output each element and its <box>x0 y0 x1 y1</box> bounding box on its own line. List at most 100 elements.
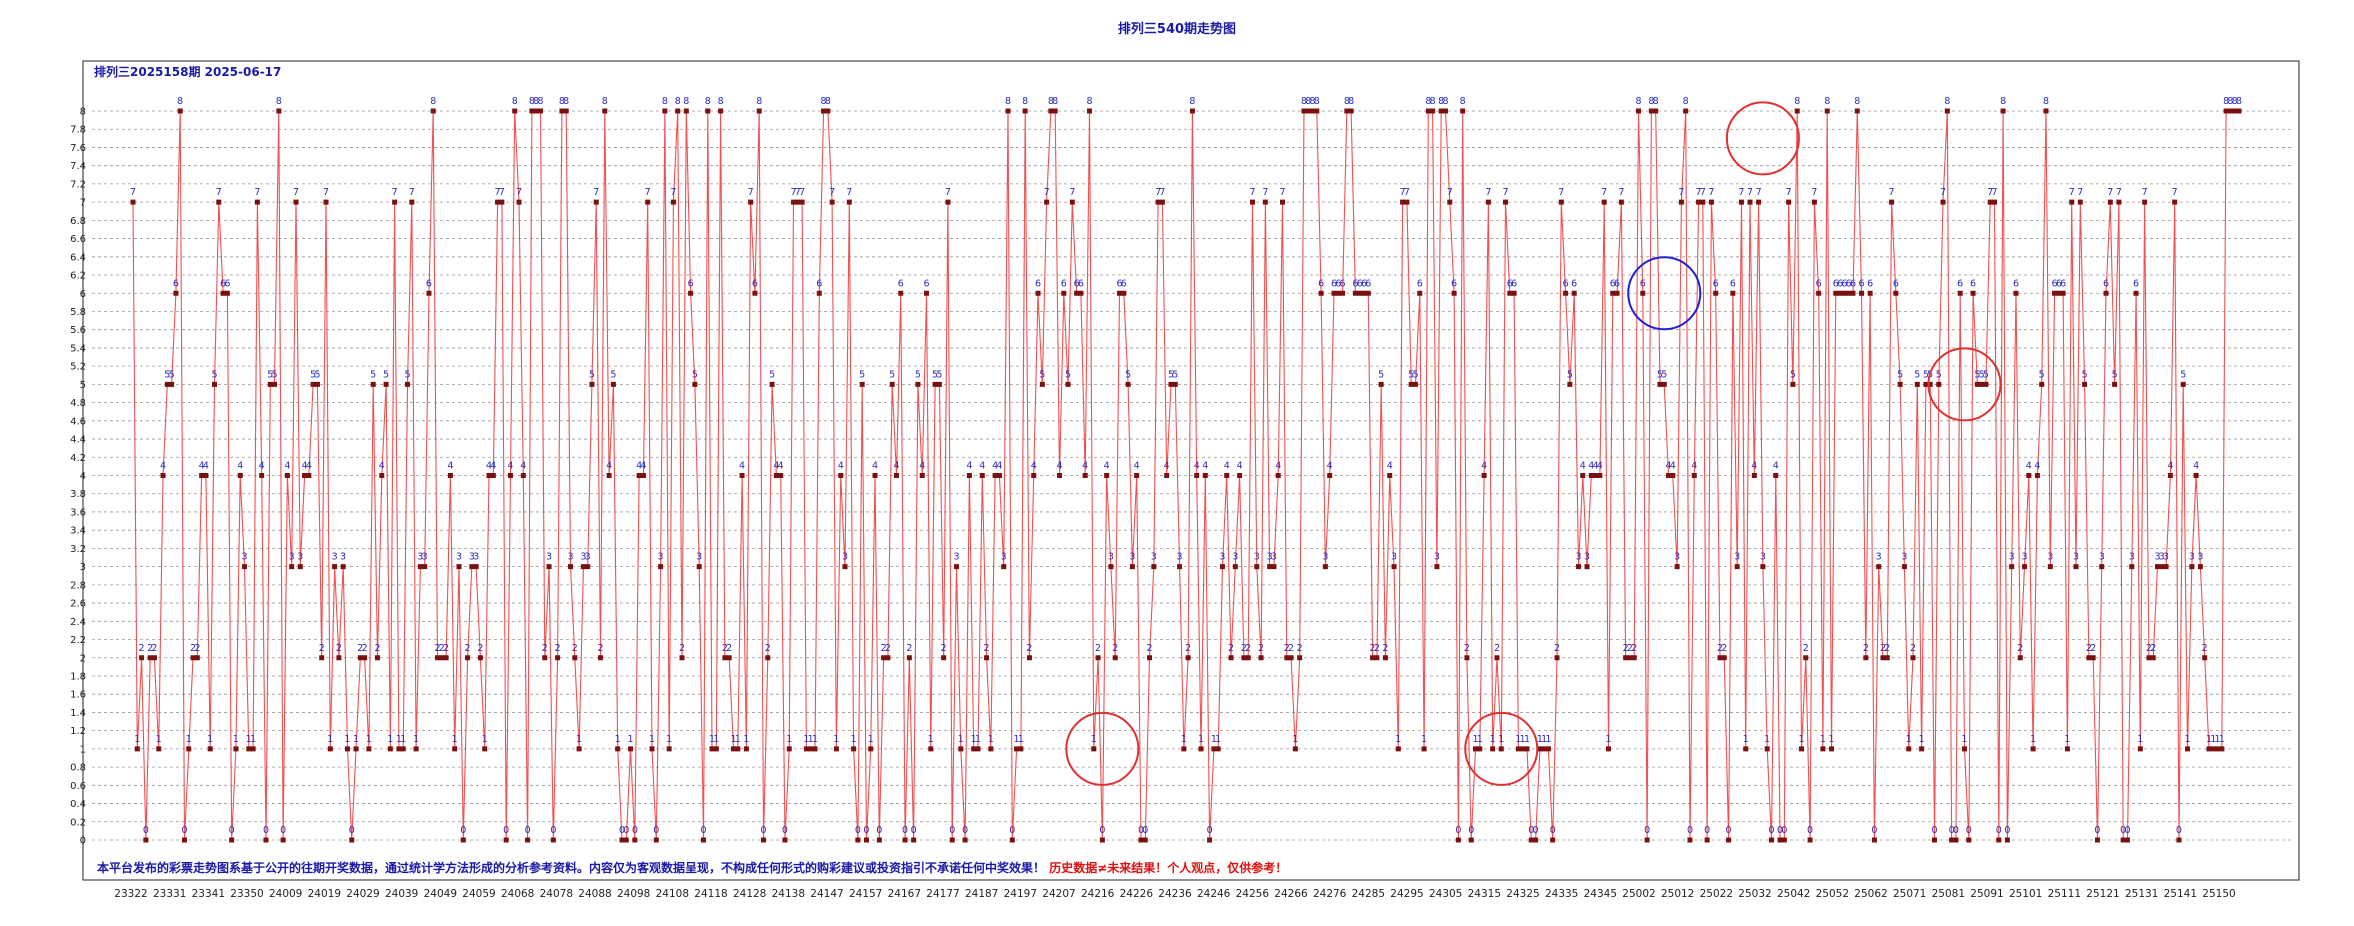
data-label: 3 <box>1129 552 1135 563</box>
data-label: 2 <box>765 643 771 654</box>
data-point <box>353 746 359 752</box>
data-point <box>1545 746 1551 752</box>
data-point <box>422 564 428 570</box>
data-label: 3 <box>954 552 960 563</box>
data-point <box>199 473 205 478</box>
data-label: 6 <box>2060 278 2066 289</box>
data-point <box>1704 837 1710 843</box>
data-point <box>1756 199 1762 205</box>
data-label: 6 <box>1713 278 1719 289</box>
y-tick-label: 1.4 <box>70 708 86 719</box>
data-label: 0 <box>855 825 861 836</box>
data-label: 5 <box>936 369 942 380</box>
y-tick-label: 7.2 <box>70 179 86 190</box>
data-label: 4 <box>739 461 745 472</box>
data-point <box>979 473 985 478</box>
data-label: 6 <box>2013 278 2019 289</box>
data-label: 1 <box>156 734 162 745</box>
x-tick-label: 24118 <box>694 888 727 900</box>
data-point <box>379 473 385 478</box>
data-label: 1 <box>2137 734 2143 745</box>
data-label: 2 <box>598 643 604 654</box>
data-point <box>2017 655 2023 661</box>
data-point <box>1593 473 1599 478</box>
data-point <box>1069 199 1075 205</box>
data-point <box>194 655 200 661</box>
data-point <box>1189 108 1195 114</box>
data-label: 2 <box>1112 643 1118 654</box>
data-point <box>469 564 475 570</box>
data-label: 1 <box>958 734 964 745</box>
data-label: 3 <box>2022 552 2028 563</box>
data-point <box>314 381 320 387</box>
data-point <box>2124 837 2130 843</box>
data-label: 2 <box>2090 643 2096 654</box>
data-label: 1 <box>1537 734 1543 745</box>
data-point <box>1498 746 1504 752</box>
data-label: 1 <box>812 734 818 745</box>
data-point <box>2232 108 2238 114</box>
data-label: 5 <box>610 369 616 380</box>
y-tick-label: 7.4 <box>70 161 86 172</box>
data-label: 4 <box>1387 461 1393 472</box>
data-label: 3 <box>1267 552 1273 563</box>
data-point <box>602 108 608 114</box>
y-tick-label: 6.2 <box>70 271 86 282</box>
data-label: 8 <box>1005 96 1011 107</box>
data-label: 8 <box>2000 96 2006 107</box>
data-label: 2 <box>2086 643 2092 654</box>
data-label: 3 <box>567 552 573 563</box>
x-tick-label: 24157 <box>849 888 882 900</box>
data-point <box>2060 290 2066 296</box>
data-point <box>1923 381 1929 387</box>
data-point <box>628 746 634 752</box>
data-label: 2 <box>319 643 325 654</box>
data-point <box>962 837 968 843</box>
data-label: 0 <box>1966 825 1972 836</box>
data-point <box>1104 473 1110 478</box>
data-point <box>2082 381 2088 387</box>
data-label: 4 <box>1670 461 1676 472</box>
data-point <box>413 746 419 752</box>
data-label: 2 <box>1717 643 1723 654</box>
data-point <box>1434 564 1440 570</box>
data-point <box>173 290 179 296</box>
data-point <box>1275 473 1281 478</box>
data-point <box>1331 290 1337 296</box>
data-label: 1 <box>327 734 333 745</box>
data-point <box>1850 290 1856 296</box>
data-point <box>1095 655 1101 661</box>
data-point <box>576 746 582 752</box>
data-point <box>636 473 642 478</box>
data-point <box>2043 108 2049 114</box>
x-tick-label: 25022 <box>1700 888 1733 900</box>
data-point <box>1700 199 1706 205</box>
data-label: 3 <box>456 552 462 563</box>
data-label: 6 <box>1816 278 1822 289</box>
data-label: 1 <box>2210 734 2216 745</box>
data-label: 1 <box>482 734 488 745</box>
annotations <box>1065 101 2002 786</box>
annotation-circle-red <box>1464 711 1539 786</box>
data-label: 6 <box>1361 278 1367 289</box>
y-tick-label: 1.8 <box>70 671 86 682</box>
data-point <box>936 381 942 387</box>
data-label: 8 <box>1189 96 1195 107</box>
data-label: 8 <box>2043 96 2049 107</box>
data-point <box>1245 655 1251 661</box>
data-point <box>1957 290 1963 296</box>
x-tick-label: 24147 <box>810 888 843 900</box>
data-point <box>1352 290 1358 296</box>
data-point <box>181 837 187 843</box>
data-label: 4 <box>2193 461 2199 472</box>
data-point <box>1292 746 1298 752</box>
data-label: 3 <box>2099 552 2105 563</box>
x-tick-label: 24128 <box>733 888 766 900</box>
data-point <box>1284 655 1290 661</box>
data-point <box>555 655 561 661</box>
data-label: 2 <box>2017 643 2023 654</box>
data-point <box>658 564 664 570</box>
data-label: 1 <box>246 734 252 745</box>
data-point <box>1614 290 1620 296</box>
data-point <box>1949 837 1955 843</box>
